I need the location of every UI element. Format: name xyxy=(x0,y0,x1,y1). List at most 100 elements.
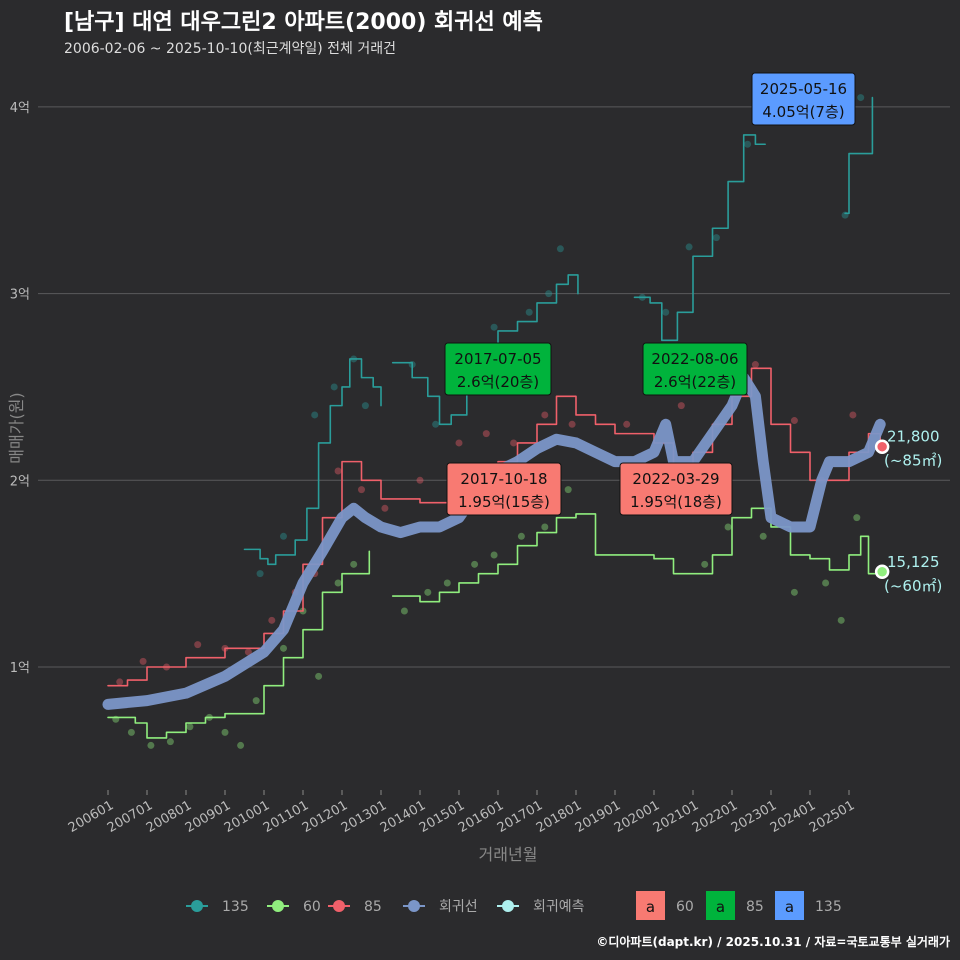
scatter-point-85 xyxy=(116,678,124,686)
scatter-point-60 xyxy=(853,514,861,522)
scatter-point-135 xyxy=(311,411,319,419)
scatter-point-60 xyxy=(790,588,798,596)
x-axis-title: 거래년월 xyxy=(479,845,538,864)
prediction-value: 21,800 xyxy=(887,428,940,446)
x-tick-label: 202501 xyxy=(807,798,857,836)
scatter-point-135 xyxy=(857,94,865,102)
scatter-point-85 xyxy=(849,411,857,419)
legend-label: 회귀선 xyxy=(439,899,478,915)
annotation-text: 1.95억(15층) xyxy=(458,493,550,511)
scatter-point-60 xyxy=(837,616,845,624)
legend-point-icon xyxy=(272,900,284,912)
annotation-label: 2025-05-16 4.05억(7층) xyxy=(751,72,856,126)
scatter-point-60 xyxy=(334,579,342,587)
annotation-box xyxy=(751,72,856,126)
legend-point-icon xyxy=(191,900,203,912)
scatter-point-60 xyxy=(701,560,709,568)
scatter-point-135 xyxy=(525,308,533,316)
scatter-point-135 xyxy=(280,532,287,540)
scatter-point-85 xyxy=(455,439,463,447)
series-line-60 xyxy=(391,507,881,603)
legend-label-box-135: a 135 xyxy=(775,891,842,920)
scatter-point-135 xyxy=(432,420,440,428)
regression-line xyxy=(102,372,886,710)
prediction-area: (~85㎡) xyxy=(884,452,942,470)
series-line-135 xyxy=(844,96,874,215)
annotation-box xyxy=(619,462,733,516)
scatter-point-60 xyxy=(759,532,767,540)
scatter-point-85 xyxy=(268,616,276,624)
prediction-point xyxy=(874,439,890,454)
scatter-point-60 xyxy=(350,560,358,568)
legend-label: 85 xyxy=(746,899,764,915)
prediction-area: (~60㎡) xyxy=(884,577,942,595)
scatter-point-60 xyxy=(252,697,260,705)
scatter-point-85 xyxy=(623,420,631,428)
y-tick-label: 1억 xyxy=(10,661,30,676)
legend-item-60: 60 xyxy=(267,899,321,915)
annotation-box xyxy=(642,342,748,396)
annotation-box xyxy=(446,462,562,516)
prediction-value: 15,125 xyxy=(887,553,940,571)
legend-label: 135 xyxy=(222,899,249,915)
scatter-point-60 xyxy=(315,672,323,680)
annotation-text: 2.6억(22층) xyxy=(654,373,736,391)
legend-swatch-glyph: a xyxy=(716,898,725,916)
scatter-point-85 xyxy=(751,361,759,369)
annotation-text: 4.05억(7층) xyxy=(762,103,844,121)
scatter-point-60 xyxy=(471,560,479,568)
scatter-point-60 xyxy=(490,551,498,559)
scatter-point-85 xyxy=(541,411,549,419)
legend-point-icon xyxy=(408,900,420,912)
chart-subtitle: 2006-02-06 ~ 2025-10-10(최근계약일) 전체 거래건 xyxy=(64,41,396,57)
scatter-point-60 xyxy=(541,523,549,531)
annotation-date: 2017-10-18 xyxy=(460,470,547,488)
series-line-135 xyxy=(633,134,766,342)
legend-label: 85 xyxy=(364,899,382,915)
scatter-point-60 xyxy=(564,486,572,494)
legend-item-85: 85 xyxy=(328,899,382,915)
scatter-point-60 xyxy=(127,728,135,736)
scatter-point-85 xyxy=(510,439,518,447)
legend-item-regression: 회귀선 xyxy=(403,899,478,915)
scatter-point-85 xyxy=(568,420,576,428)
y-tick-label: 3억 xyxy=(10,288,30,303)
legend-item-135: 135 xyxy=(186,899,249,915)
scatter-point-135 xyxy=(556,245,564,253)
scatter-point-60 xyxy=(443,579,451,587)
scatter-point-135 xyxy=(361,402,369,410)
scatter-point-85 xyxy=(381,504,389,512)
annotation-label: 2022-08-06 2.6억(22층) xyxy=(642,342,748,396)
legend-swatch-glyph: a xyxy=(646,898,655,916)
y-tick-label: 4억 xyxy=(10,101,30,116)
annotation-date: 2022-03-29 xyxy=(632,470,719,488)
legend-label: 135 xyxy=(815,899,842,915)
series-line-135 xyxy=(243,358,382,566)
scatter-point-85 xyxy=(416,476,424,484)
scatter-point-60 xyxy=(424,588,432,596)
legend-label: 60 xyxy=(676,899,694,915)
legend-swatch-glyph: a xyxy=(785,898,794,916)
scatter-point-60 xyxy=(280,644,287,652)
series-line-60 xyxy=(107,550,371,739)
legend-swatch xyxy=(636,891,665,920)
series-line-85 xyxy=(107,367,881,687)
scatter-point-85 xyxy=(358,486,365,494)
annotation-text: 2.6억(20층) xyxy=(457,373,539,391)
chart-title: [남구] 대연 대우그린2 아파트(2000) 회귀선 예측 xyxy=(64,10,543,35)
legend-label-box-85: a 85 xyxy=(706,891,764,920)
scatter-point-60 xyxy=(221,728,229,736)
scatter-point-60 xyxy=(147,741,155,749)
scatter-point-135 xyxy=(712,234,720,242)
legend-swatch xyxy=(775,891,804,920)
scatter-point-85 xyxy=(139,657,147,665)
scatter-point-135 xyxy=(685,243,693,251)
scatter-point-85 xyxy=(677,402,685,410)
legend-point-icon xyxy=(333,900,345,912)
annotation-date: 2017-07-05 xyxy=(454,350,541,368)
annotation-date: 2025-05-16 xyxy=(760,80,847,98)
scatter-point-60 xyxy=(166,738,174,746)
annotation-label: 2022-03-29 1.95억(18층) xyxy=(619,462,733,516)
scatter-point-85 xyxy=(194,641,202,649)
